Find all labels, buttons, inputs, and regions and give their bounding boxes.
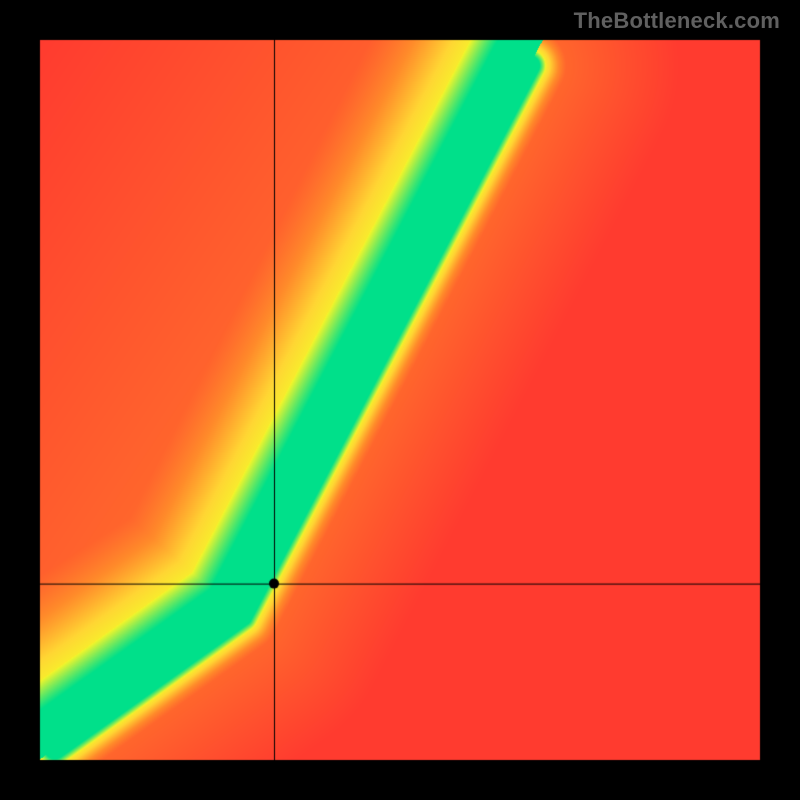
heatmap-canvas <box>0 0 800 800</box>
heatmap-chart <box>0 0 800 800</box>
watermark-text: TheBottleneck.com <box>574 8 780 34</box>
